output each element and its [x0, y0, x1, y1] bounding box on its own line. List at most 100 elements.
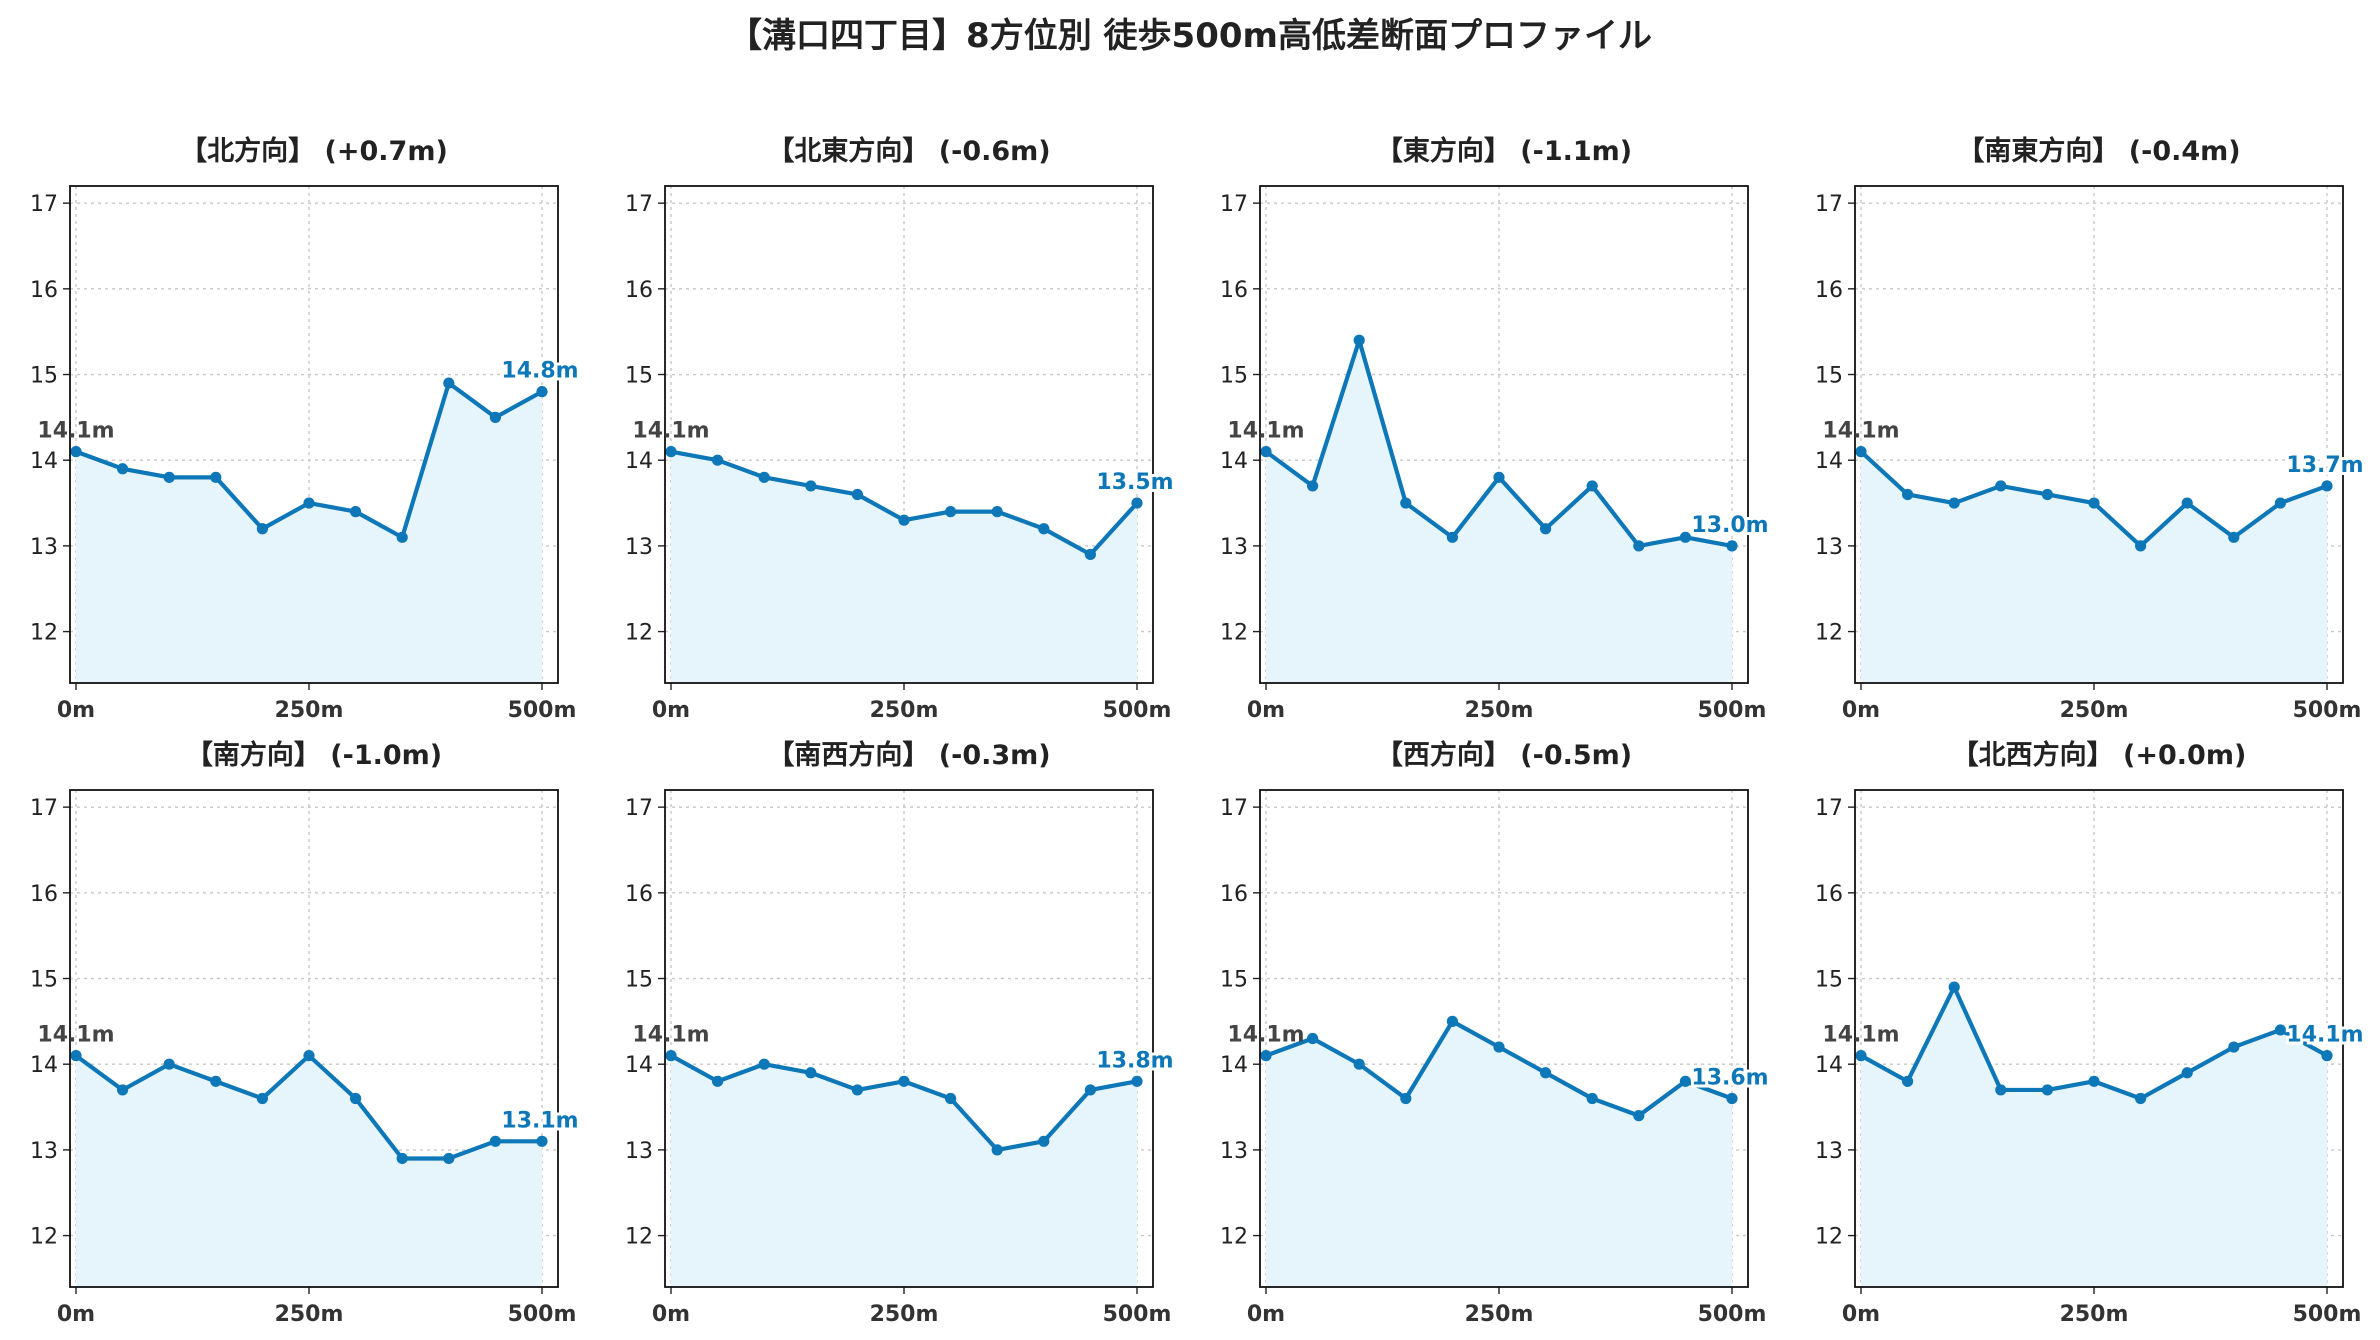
chart-2-end-label: 13.5m: [1096, 470, 1173, 495]
chart-7-data-point: [1633, 1110, 1645, 1122]
chart-7-ytick-label: 14: [1220, 1053, 1248, 1078]
chart-4-title: 【南東方向】 (-0.4m): [1957, 135, 2240, 167]
chart-5-data-point: [303, 1050, 315, 1062]
chart-6-data-point: [665, 1050, 677, 1062]
chart-2-data-point: [851, 488, 864, 501]
chart-8-ytick-label: 15: [1815, 968, 1843, 993]
chart-4-data-point: [2135, 540, 2147, 552]
chart-1-data-point: [443, 377, 455, 389]
chart-3-xtick-label: 250m: [1465, 698, 1534, 723]
chart-6-xtick-label: 500m: [1103, 1302, 1172, 1327]
chart-4-ytick-label: 15: [1815, 364, 1843, 389]
chart-1-data-point: [536, 386, 548, 398]
chart-2-data-point: [712, 454, 724, 466]
chart-8-xtick-label: 500m: [2293, 1302, 2362, 1327]
chart-5-data-point: [117, 1084, 129, 1096]
chart-6-data-point: [1131, 1075, 1143, 1087]
chart-5-xtick-label: 250m: [275, 1302, 344, 1327]
chart-7-ytick-label: 12: [1220, 1225, 1248, 1250]
chart-8-data-point: [2228, 1041, 2240, 1053]
chart-1-data-point: [303, 497, 315, 509]
chart-7-axes-frame: [1259, 789, 1749, 1288]
chart-2-xtick-label: 250m: [870, 698, 939, 723]
chart-5-xtick-label: 500m: [508, 1302, 577, 1327]
chart-7: 【西方向】 (-0.5m) 12 13 14 15 16 17 0m 250m 500m 14.1m…: [1220, 739, 1772, 1327]
chart-1: 【北方向】 (+0.7m) 12 13 14 15 16 17 0m 250m 500m 14.1m…: [30, 135, 582, 723]
chart-6-title: 【南西方向】 (-0.3m): [767, 739, 1050, 771]
chart-6-data-point: [851, 1084, 864, 1096]
chart-6-data-point: [712, 1075, 724, 1087]
chart-7-data-point: [1586, 1092, 1598, 1105]
chart-1-xtick-label: 250m: [275, 698, 344, 723]
chart-4: 【南東方向】 (-0.4m) 12 13 14 15 16 17 0m 250m 500m 14.1…: [1815, 135, 2367, 723]
chart-1-ytick-label: 13: [30, 535, 58, 560]
chart-8-ytick-label: 13: [1815, 1139, 1843, 1164]
chart-5-end-label: 13.1m: [501, 1108, 578, 1133]
chart-5: 【南方向】 (-1.0m) 12 13 14 15 16 17 0m 250m 500m 14.1m…: [30, 739, 582, 1327]
chart-8-data-point: [1995, 1084, 2007, 1096]
chart-8-data-point: [2321, 1050, 2333, 1062]
chart-8-data-point: [2181, 1067, 2193, 1079]
chart-6-ytick-label: 17: [625, 796, 653, 821]
chart-3-data-point: [1493, 471, 1505, 483]
chart-7-xtick-label: 0m: [1247, 1302, 1285, 1327]
chart-1-ytick-label: 16: [30, 278, 58, 303]
chart-4-data-point: [2088, 497, 2100, 509]
chart-7-data-point: [1493, 1041, 1505, 1053]
chart-7-data-point: [1400, 1092, 1412, 1105]
chart-4-data-point: [2181, 497, 2193, 509]
chart-6-xtick-label: 0m: [652, 1302, 690, 1327]
chart-1-ytick-label: 12: [30, 621, 58, 646]
chart-6-end-label: 13.8m: [1096, 1048, 1173, 1073]
chart-3-data-point: [1307, 480, 1319, 492]
chart-4-data-point: [2041, 488, 2053, 501]
chart-7-ytick-label: 13: [1220, 1139, 1248, 1164]
chart-4-data-point: [2321, 480, 2333, 492]
chart-1-data-point: [117, 463, 129, 475]
chart-2-xtick-label: 0m: [652, 698, 690, 723]
chart-3-data-point: [1586, 480, 1598, 492]
chart-5-ytick-label: 14: [30, 1053, 58, 1078]
chart-7-xtick-label: 500m: [1698, 1302, 1767, 1327]
chart-3-axes-frame: [1259, 185, 1749, 684]
chart-5-ytick-label: 15: [30, 968, 58, 993]
chart-7-data-point: [1353, 1058, 1365, 1070]
chart-3-ytick-label: 12: [1220, 621, 1248, 646]
chart-4-ytick-label: 12: [1815, 621, 1843, 646]
chart-8-title: 【北西方向】 (+0.0m): [1952, 739, 2247, 771]
chart-5-ytick-label: 13: [30, 1139, 58, 1164]
chart-1-ytick-label: 14: [30, 449, 58, 474]
chart-7-data-point: [1307, 1032, 1319, 1045]
chart-2-ytick-label: 12: [625, 621, 653, 646]
chart-3-data-point: [1633, 540, 1645, 552]
chart-1-axes-frame: [69, 185, 559, 684]
chart-7-ytick-label: 15: [1220, 968, 1248, 993]
chart-5-ytick-label: 12: [30, 1225, 58, 1250]
chart-4-ytick-label: 16: [1815, 278, 1843, 303]
chart-3-title: 【東方向】 (-1.1m): [1376, 135, 1632, 167]
chart-7-ytick-label: 17: [1220, 796, 1248, 821]
chart-2-data-point: [945, 506, 957, 518]
chart-4-data-point: [1855, 446, 1867, 458]
chart-5-data-point: [489, 1135, 501, 1147]
chart-6-data-point: [898, 1075, 910, 1087]
chart-7-data-point: [1540, 1067, 1552, 1079]
chart-1-data-point: [256, 523, 268, 535]
chart-3-data-point: [1353, 334, 1365, 346]
chart-6-ytick-label: 14: [625, 1053, 653, 1078]
chart-1-data-point: [396, 531, 408, 543]
chart-3-xtick-label: 0m: [1247, 698, 1285, 723]
chart-2-ytick-label: 13: [625, 535, 653, 560]
chart-7-ytick-label: 16: [1220, 882, 1248, 907]
chart-5-area: [76, 1055, 542, 1287]
chart-2-title: 【北東方向】 (-0.6m): [767, 135, 1050, 167]
chart-4-xtick-label: 250m: [2060, 698, 2129, 723]
chart-8-ytick-label: 14: [1815, 1053, 1843, 1078]
chart-3-start-label: 14.1m: [1227, 419, 1304, 444]
chart-4-data-point: [2228, 531, 2240, 543]
chart-1-xtick-label: 500m: [508, 698, 577, 723]
chart-1-title: 【北方向】 (+0.7m): [180, 135, 448, 167]
chart-7-area: [1266, 1021, 1732, 1287]
chart-6-data-point: [758, 1058, 770, 1070]
